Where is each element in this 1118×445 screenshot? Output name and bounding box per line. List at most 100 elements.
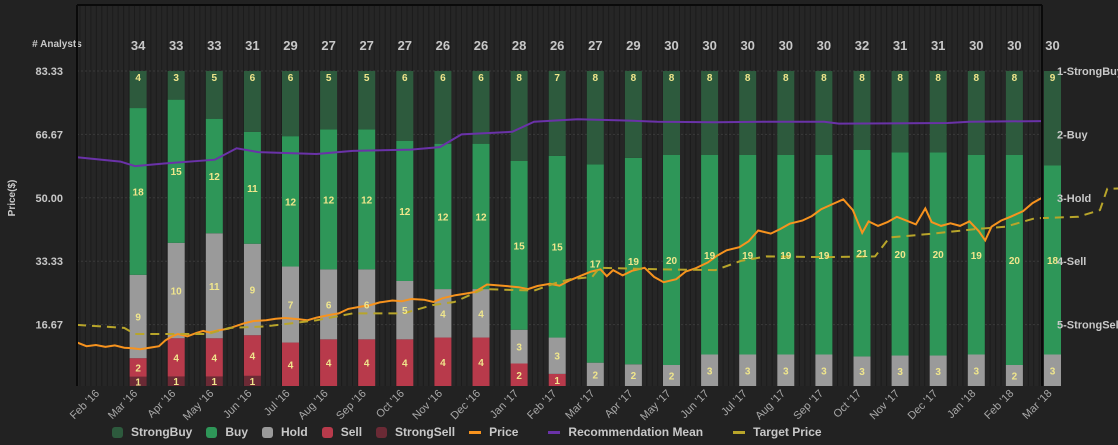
segment-label: 8 [783,73,789,84]
segment-label: 5 [402,306,408,317]
segment-label: 4 [478,358,484,369]
bar-segment-strongbuy [358,71,376,130]
segment-label: 3 [1050,366,1056,377]
segment-label: 12 [323,195,335,206]
analyst-count: 26 [474,38,488,53]
bar-segment-hold [967,354,985,386]
segment-label: 12 [361,195,373,206]
segment-label: 15 [171,167,183,178]
analyst-count: 32 [855,38,869,53]
bar-segment-strongbuy [815,71,833,155]
bar-segment-buy [929,152,947,356]
segment-label: 3 [859,367,865,378]
bar-segment-hold [434,289,452,338]
segment-label: 10 [171,287,183,298]
legend-item-recommendation-mean[interactable]: Recommendation Mean [548,425,703,439]
segment-label: 19 [742,251,754,262]
recommendation-mean-line-icon [548,430,561,434]
segment-label: 6 [440,73,446,84]
bar-segment-buy [777,155,795,355]
bar-segment-buy [853,149,871,357]
bar-segment-hold [815,354,833,386]
segment-label: 4 [364,359,370,370]
segment-label: 4 [288,360,294,371]
legend-item-sell[interactable]: Sell [321,425,363,439]
legend-item-price[interactable]: Price [469,425,518,439]
segment-label: 8 [669,73,675,84]
analysts-axis-title: # Analysts [32,39,82,50]
analyst-count: 26 [550,38,564,53]
analyst-count: 30 [1007,38,1021,53]
bar-segment-strongsell [243,375,261,386]
legend-item-hold[interactable]: Hold [262,425,308,439]
analyst-count: 30 [779,38,793,53]
legend-item-strongsell[interactable]: StrongSell [376,425,455,439]
x-tick-label: Oct '16 [374,388,407,421]
segment-label: 9 [135,313,141,324]
x-tick-label: Dec '16 [449,388,484,423]
segment-label: 19 [704,251,716,262]
segment-label: 11 [247,184,258,195]
sell-swatch-icon [321,426,333,438]
buy-swatch-icon [206,426,218,438]
bar-segment-hold [358,269,376,340]
segment-label: 8 [1012,73,1018,84]
bar-segment-strongbuy [510,71,528,161]
strongsell-swatch-icon [376,426,388,438]
analyst-count: 27 [359,38,373,53]
bar-segment-buy [434,143,452,290]
bar-segment-hold [472,289,490,338]
segment-label: 8 [935,73,941,84]
bar-segment-strongbuy [320,71,338,130]
segment-label: 12 [209,172,221,183]
bar-segment-buy [205,118,223,234]
bar-segment-hold [853,356,871,386]
x-tick-label: Jun '17 [678,388,711,421]
segment-label: 1 [250,377,256,388]
segment-label: 3 [821,366,827,377]
x-tick-label: Feb '18 [982,388,1016,422]
legend-label: Sell [340,425,363,439]
segment-label: 3 [935,367,941,378]
analyst-count: 31 [245,38,259,53]
bar-segment-strongsell [205,376,223,386]
bar-segment-strongbuy [1044,71,1061,166]
strongbuy-swatch-icon [112,426,123,438]
left-axis: 83.33 66.67 50.00 33.33 16.67 [35,66,63,332]
left-tick-label: 50.00 [35,193,63,205]
bar-segment-hold [929,355,947,386]
segment-label: 8 [821,73,827,84]
bar-segment-buy [1005,155,1023,365]
bar-segment-strongbuy [663,71,680,155]
bar-segment-buy [967,155,985,355]
analyst-count: 30 [664,38,678,53]
analyst-count: 30 [702,38,716,53]
segment-label: 5 [364,73,370,84]
bar-segment-sell [205,338,223,377]
bar-segment-buy [282,136,299,267]
left-tick-label: 16.67 [35,320,63,332]
bar-segment-buy [358,129,376,270]
x-tick-label: Nov '17 [868,388,903,423]
x-tick-label: Dec '17 [906,388,941,423]
segment-label: 1 [554,376,560,387]
bar-segment-buy [586,164,604,363]
legend-item-strongbuy[interactable]: StrongBuy [112,425,192,439]
segment-label: 18 [1047,256,1059,267]
series-lines [76,118,1118,351]
segment-label: 20 [1009,256,1021,267]
bar-segment-strongbuy [205,71,223,119]
analyst-count: 26 [436,38,450,53]
legend: StrongBuy Buy Hold Sell StrongSell Price… [112,424,836,440]
legend-item-buy[interactable]: Buy [206,425,248,439]
target-price-line-icon [733,430,746,434]
legend-item-target-price[interactable]: Target Price [733,425,822,439]
segment-label: 4 [212,353,218,364]
bar-segment-sell [358,339,376,386]
x-tick-label: Feb '17 [525,388,559,422]
bar-segment-hold [586,362,604,386]
segment-label: 5 [212,73,218,84]
bar-segment-buy [1044,165,1061,355]
line-recommendation-mean [76,118,1043,168]
bar-segment-hold [243,243,261,336]
